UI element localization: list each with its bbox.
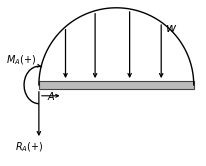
Text: $M_A(+)$: $M_A(+)$ bbox=[6, 54, 37, 67]
Text: $R_A(+)$: $R_A(+)$ bbox=[15, 140, 44, 154]
Text: $A$: $A$ bbox=[47, 90, 55, 102]
Text: $w$: $w$ bbox=[165, 22, 177, 35]
Bar bbox=[39, 81, 194, 89]
